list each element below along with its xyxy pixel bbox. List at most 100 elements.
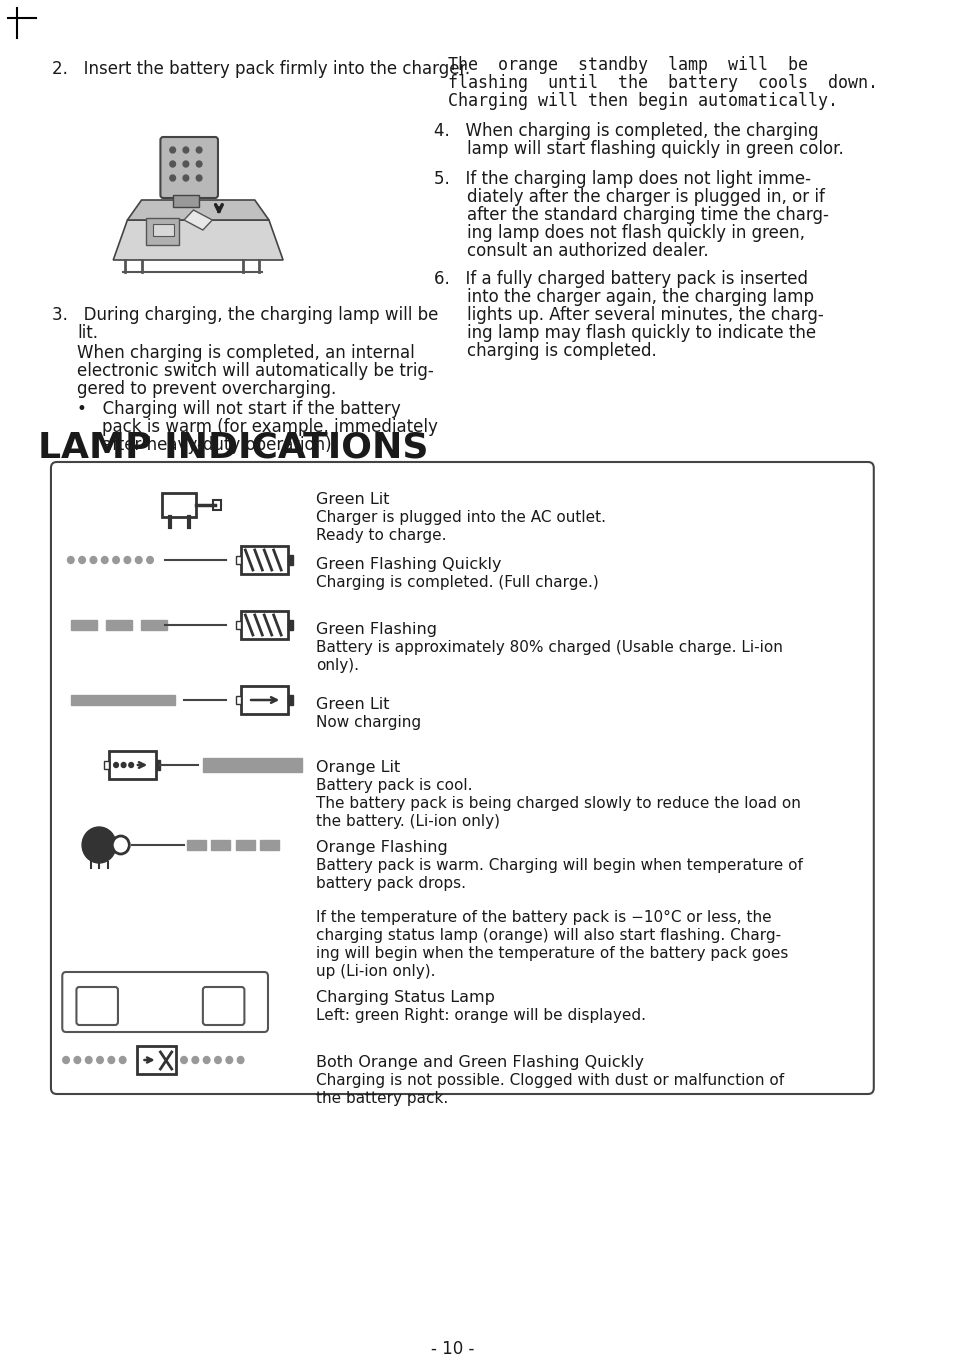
FancyBboxPatch shape (77, 987, 118, 1025)
Circle shape (124, 556, 131, 563)
Text: ing will begin when the temperature of the battery pack goes: ing will begin when the temperature of t… (316, 946, 788, 961)
Circle shape (113, 763, 118, 767)
Circle shape (135, 556, 142, 563)
Text: after heavy-duty operation).: after heavy-duty operation). (102, 436, 337, 454)
Text: 5.   If the charging lamp does not light imme-: 5. If the charging lamp does not light i… (434, 170, 811, 189)
Text: only).: only). (316, 658, 359, 673)
Bar (108, 750, 156, 779)
Bar (236, 621, 241, 629)
Text: Green Flashing Quickly: Green Flashing Quickly (316, 556, 502, 571)
Circle shape (79, 556, 85, 563)
Text: 3.   During charging, the charging lamp will be: 3. During charging, the charging lamp wi… (52, 306, 439, 324)
Text: ing lamp does not flash quickly in green,: ing lamp does not flash quickly in green… (468, 224, 805, 242)
Circle shape (97, 1057, 104, 1064)
Text: into the charger again, the charging lamp: into the charger again, the charging lam… (468, 288, 814, 306)
Text: lights up. After several minutes, the charg-: lights up. After several minutes, the ch… (468, 306, 824, 324)
Circle shape (196, 175, 202, 180)
Text: charging is completed.: charging is completed. (468, 342, 657, 360)
Polygon shape (146, 217, 180, 245)
Text: Battery pack is cool.: Battery pack is cool. (316, 778, 472, 793)
Circle shape (204, 1057, 210, 1064)
Bar (140, 621, 167, 630)
Text: The battery pack is being charged slowly to reduce the load on: The battery pack is being charged slowly… (316, 796, 801, 811)
Text: gered to prevent overcharging.: gered to prevent overcharging. (78, 380, 337, 398)
Text: ing lamp may flash quickly to indicate the: ing lamp may flash quickly to indicate t… (468, 324, 816, 342)
Polygon shape (184, 211, 212, 230)
Text: Both Orange and Green Flashing Quickly: Both Orange and Green Flashing Quickly (316, 1055, 644, 1070)
Bar (288, 621, 293, 630)
Circle shape (112, 556, 119, 563)
Polygon shape (113, 220, 283, 260)
Text: Charging is completed. (Full charge.): Charging is completed. (Full charge.) (316, 576, 599, 591)
Bar (211, 839, 230, 850)
Bar (173, 195, 199, 206)
Text: diately after the charger is plugged in, or if: diately after the charger is plugged in,… (468, 189, 825, 206)
Circle shape (237, 1057, 244, 1064)
Bar (213, 500, 221, 510)
Bar (156, 760, 160, 770)
Bar (71, 621, 97, 630)
Circle shape (183, 148, 189, 153)
Circle shape (196, 148, 202, 153)
Text: Now charging: Now charging (316, 715, 421, 730)
Bar (241, 545, 288, 574)
Text: •   Charging will not start if the battery: • Charging will not start if the battery (78, 401, 401, 418)
Circle shape (170, 148, 176, 153)
Bar (71, 694, 175, 705)
Text: lamp will start flashing quickly in green color.: lamp will start flashing quickly in gree… (468, 139, 844, 159)
Circle shape (196, 161, 202, 167)
Bar (241, 611, 288, 638)
Circle shape (147, 556, 154, 563)
Text: battery pack drops.: battery pack drops. (316, 876, 467, 891)
Text: Orange Lit: Orange Lit (316, 760, 400, 775)
Text: Charging is not possible. Clogged with dust or malfunction of: Charging is not possible. Clogged with d… (316, 1073, 784, 1088)
Text: - 10 -: - 10 - (431, 1340, 474, 1357)
Circle shape (121, 763, 126, 767)
Circle shape (102, 556, 108, 563)
FancyBboxPatch shape (203, 987, 245, 1025)
Circle shape (183, 161, 189, 167)
Bar (236, 696, 241, 704)
Circle shape (192, 1057, 199, 1064)
Bar (260, 839, 279, 850)
Text: Battery pack is warm. Charging will begin when temperature of: Battery pack is warm. Charging will begi… (316, 858, 803, 874)
Bar (241, 686, 288, 714)
Text: the battery pack.: the battery pack. (316, 1091, 448, 1106)
FancyBboxPatch shape (62, 972, 268, 1032)
Circle shape (85, 1057, 92, 1064)
Bar (187, 839, 205, 850)
Circle shape (62, 1057, 69, 1064)
Text: Ready to charge.: Ready to charge. (316, 528, 446, 543)
Circle shape (108, 1057, 114, 1064)
Bar (104, 761, 108, 770)
Text: Green Flashing: Green Flashing (316, 622, 437, 637)
Text: Green Lit: Green Lit (316, 492, 390, 507)
Circle shape (83, 827, 116, 863)
Text: electronic switch will automatically be trig-: electronic switch will automatically be … (78, 362, 434, 380)
Text: Charging Status Lamp: Charging Status Lamp (316, 990, 495, 1005)
Circle shape (112, 837, 130, 854)
Text: The  orange  standby  lamp  will  be: The orange standby lamp will be (448, 56, 808, 74)
Text: the battery. (Li-ion only): the battery. (Li-ion only) (316, 813, 500, 828)
Text: Charging will then begin automatically.: Charging will then begin automatically. (448, 92, 838, 109)
Circle shape (67, 556, 74, 563)
Text: lit.: lit. (78, 324, 98, 342)
Text: 4.   When charging is completed, the charging: 4. When charging is completed, the charg… (434, 122, 819, 139)
Bar (236, 839, 254, 850)
Text: Charger is plugged into the AC outlet.: Charger is plugged into the AC outlet. (316, 510, 606, 525)
Circle shape (180, 1057, 187, 1064)
Bar (162, 493, 196, 517)
Text: 6.   If a fully charged battery pack is inserted: 6. If a fully charged battery pack is in… (434, 271, 808, 288)
Bar (106, 621, 132, 630)
Circle shape (170, 161, 176, 167)
Text: flashing  until  the  battery  cools  down.: flashing until the battery cools down. (448, 74, 878, 92)
Text: charging status lamp (orange) will also start flashing. Charg-: charging status lamp (orange) will also … (316, 928, 781, 943)
Text: LAMP INDICATIONS: LAMP INDICATIONS (37, 431, 428, 463)
Text: If the temperature of the battery pack is −10°C or less, the: If the temperature of the battery pack i… (316, 910, 772, 925)
Bar (288, 555, 293, 565)
Bar (203, 757, 302, 772)
Polygon shape (128, 200, 269, 220)
FancyBboxPatch shape (160, 137, 218, 198)
Text: 2.   Insert the battery pack firmly into the charger.: 2. Insert the battery pack firmly into t… (52, 60, 470, 78)
Circle shape (74, 1057, 81, 1064)
